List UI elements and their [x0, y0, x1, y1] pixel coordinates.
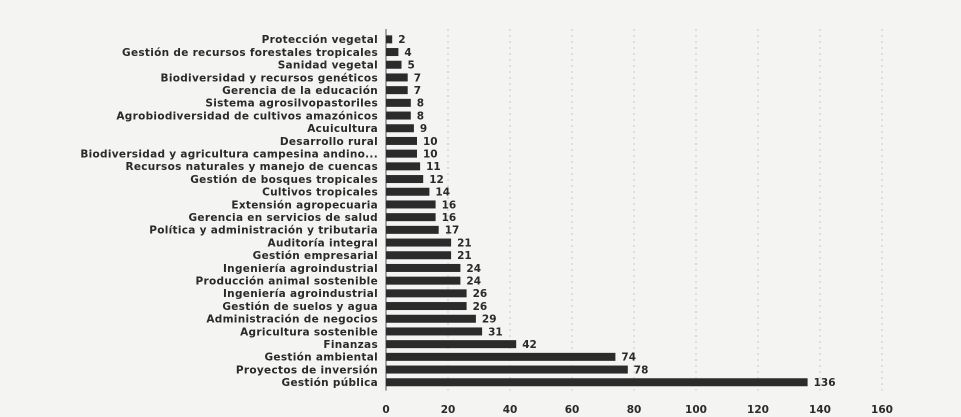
bar: [386, 352, 616, 361]
category-label: Cultivos tropicales: [262, 187, 378, 199]
value-label: 24: [466, 263, 481, 275]
value-label: 16: [442, 199, 457, 211]
value-label: 11: [426, 161, 441, 173]
category-label: Política y administración y tributaria: [149, 225, 378, 237]
x-axis-ticks: 0 20 40 60 80 100 120 140 160: [382, 404, 893, 416]
category-label: Agrobiodiversidad de cultivos amazónicos: [116, 110, 378, 122]
bar: [386, 225, 439, 234]
x-tick-label: 80: [627, 404, 642, 416]
x-tick-label: 40: [503, 404, 518, 416]
category-label: Gestión empresarial: [253, 250, 378, 262]
value-label: 42: [522, 339, 537, 351]
bar: [386, 187, 430, 196]
bar: [386, 35, 393, 44]
value-label: 8: [417, 98, 424, 110]
bar: [386, 48, 399, 57]
value-label: 17: [445, 225, 460, 237]
bar: [386, 111, 411, 120]
category-label: Biodiversidad y agricultura campesina an…: [80, 148, 378, 160]
category-label: Auditoría integral: [268, 237, 378, 249]
bar: [386, 86, 408, 95]
bar: [386, 149, 417, 158]
category-label: Gestión de recursos forestales tropicale…: [122, 47, 378, 59]
x-tick-label: 20: [441, 404, 456, 416]
bar: [386, 73, 408, 82]
value-label: 21: [457, 250, 472, 262]
category-label: Gerencia en servicios de salud: [189, 212, 378, 224]
grid-lines: [385, 29, 883, 391]
value-label: 9: [420, 123, 427, 135]
bar: [386, 365, 628, 374]
value-label: 7: [414, 72, 421, 84]
bars: [386, 35, 808, 387]
value-label: 26: [473, 301, 488, 313]
value-label: 74: [621, 352, 636, 364]
value-label: 31: [488, 326, 503, 338]
category-label: Ingeniería agroindustrial: [223, 263, 378, 275]
x-tick-label: 120: [747, 404, 769, 416]
bar: [386, 162, 421, 171]
value-label: 10: [423, 148, 438, 160]
category-label: Ingeniería agroindustrial: [223, 288, 378, 300]
bar: [386, 263, 461, 272]
value-label: 5: [408, 60, 415, 72]
bar: [386, 251, 452, 260]
category-label: Agricultura sostenible: [240, 326, 378, 338]
value-label: 2: [398, 34, 405, 46]
bar: [386, 124, 414, 133]
value-label: 8: [417, 110, 424, 122]
value-label: 14: [435, 187, 450, 199]
value-label: 21: [457, 237, 472, 249]
x-tick-label: 0: [382, 404, 389, 416]
bar: [386, 314, 476, 323]
bar: [386, 60, 402, 69]
bar: [386, 98, 411, 107]
category-label: Gestión de suelos y agua: [222, 301, 378, 313]
x-tick-label: 60: [565, 404, 580, 416]
bar: [386, 289, 467, 298]
category-label: Sistema agrosilvopastoriles: [205, 98, 378, 110]
value-label: 10: [423, 136, 438, 148]
bar: [386, 276, 461, 285]
value-label: 16: [442, 212, 457, 224]
category-label: Producción animal sostenible: [196, 275, 378, 287]
category-label: Finanzas: [323, 339, 378, 351]
value-labels: 2457788910101112141616172121242426262931…: [398, 34, 835, 389]
x-tick-label: 140: [809, 404, 831, 416]
bar: [386, 238, 452, 247]
bar: [386, 200, 436, 209]
value-label: 29: [482, 314, 497, 326]
value-label: 12: [429, 174, 444, 186]
category-label: Protección vegetal: [262, 34, 378, 46]
value-label: 24: [466, 275, 481, 287]
value-label: 78: [634, 364, 649, 376]
category-label: Gerencia de la educación: [222, 85, 378, 97]
category-label: Extensión agropecuaria: [231, 199, 378, 211]
bar: [386, 175, 424, 184]
category-label: Desarrollo rural: [280, 136, 378, 148]
x-tick-label: 100: [685, 404, 707, 416]
value-label: 4: [404, 47, 411, 59]
category-label: Gestión ambiental: [265, 352, 379, 364]
bar: [386, 340, 517, 349]
bar: [386, 136, 417, 145]
bar: [386, 327, 483, 336]
value-label: 7: [414, 85, 421, 97]
category-label: Acuicultura: [307, 123, 378, 135]
category-label: Administración de negocios: [206, 314, 378, 326]
value-label: 136: [814, 377, 836, 389]
category-label: Sanidad vegetal: [278, 60, 378, 72]
x-tick-label: 160: [871, 404, 893, 416]
category-label: Gestión pública: [282, 377, 378, 389]
category-label: Gestión de bosques tropicales: [190, 174, 378, 186]
category-label: Proyectos de inversión: [236, 364, 378, 376]
value-label: 26: [473, 288, 488, 300]
category-label: Biodiversidad y recursos genéticos: [161, 72, 378, 84]
bar: [386, 302, 467, 311]
bar: [386, 378, 808, 387]
category-label: Recursos naturales y manejo de cuencas: [125, 161, 378, 173]
bar: [386, 213, 436, 222]
